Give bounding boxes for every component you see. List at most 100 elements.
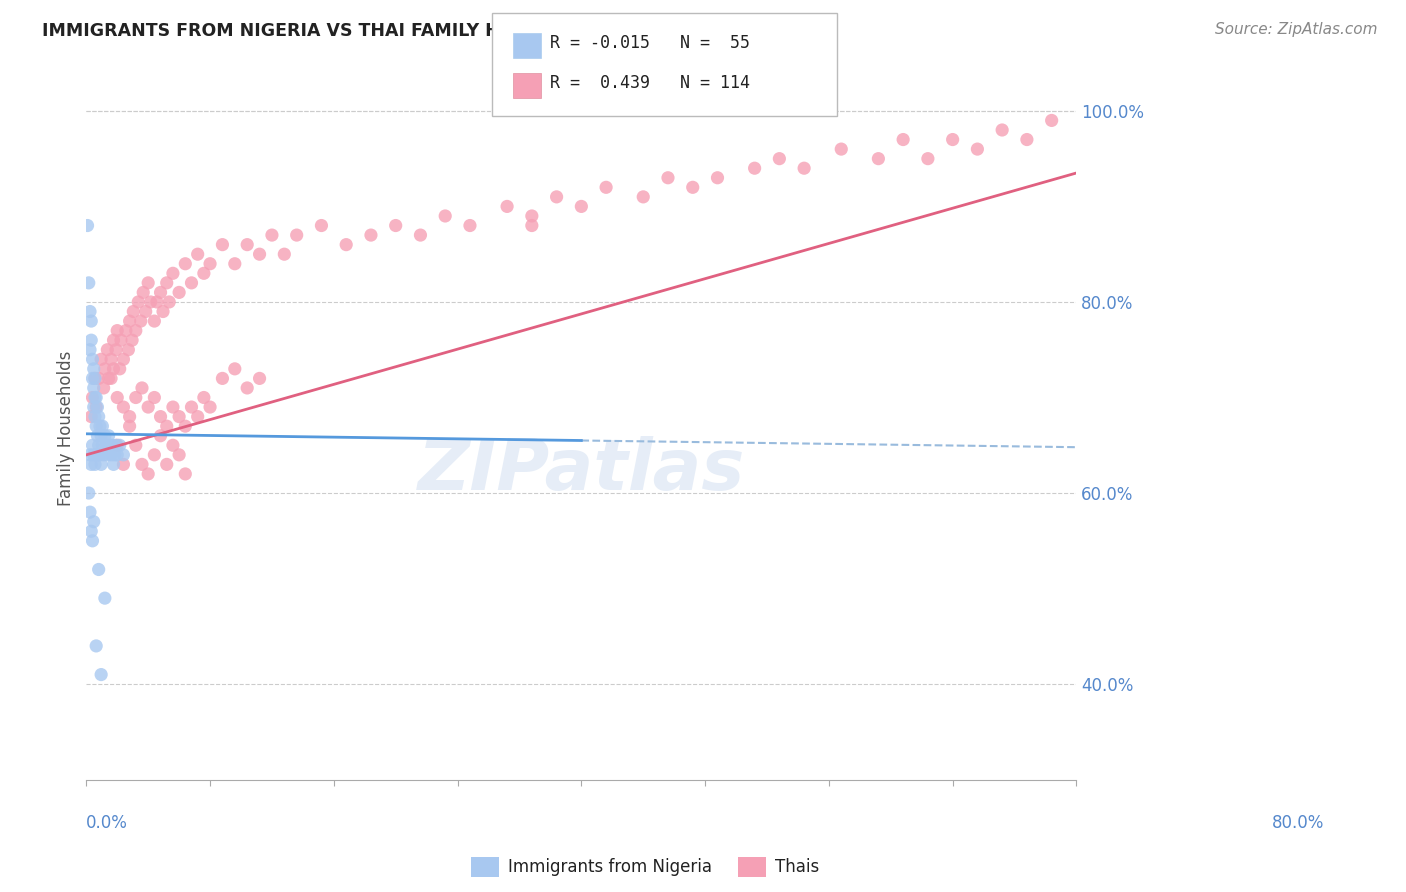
Point	[84, 371, 107, 385]
Point	[103, 458, 125, 472]
Point	[96, 343, 118, 357]
Point	[136, 467, 159, 481]
Point	[335, 237, 357, 252]
Point	[93, 381, 115, 395]
Y-axis label: Family Households: Family Households	[58, 351, 75, 507]
Point	[143, 314, 166, 328]
Point	[152, 304, 174, 318]
Point	[211, 237, 233, 252]
Point	[84, 400, 107, 414]
Point	[131, 381, 153, 395]
Point	[90, 352, 112, 367]
Point	[112, 400, 135, 414]
Point	[89, 448, 111, 462]
Point	[458, 219, 481, 233]
Point	[917, 152, 939, 166]
Point	[273, 247, 295, 261]
Point	[991, 123, 1014, 137]
Point	[82, 438, 104, 452]
Point	[94, 428, 117, 442]
Point	[103, 362, 125, 376]
Point	[174, 419, 197, 434]
Point	[83, 515, 105, 529]
Point	[87, 371, 110, 385]
Point	[149, 428, 172, 442]
Point	[77, 276, 100, 290]
Point	[80, 314, 103, 328]
Point	[84, 419, 107, 434]
Point	[546, 190, 568, 204]
Point	[249, 247, 271, 261]
Text: Source: ZipAtlas.com: Source: ZipAtlas.com	[1215, 22, 1378, 37]
Point	[79, 304, 101, 318]
Point	[91, 419, 114, 434]
Point	[830, 142, 852, 156]
Point	[193, 391, 215, 405]
Point	[82, 533, 104, 548]
Point	[143, 448, 166, 462]
Point	[496, 199, 519, 213]
Point	[744, 161, 766, 176]
Point	[104, 343, 127, 357]
Point	[79, 343, 101, 357]
Point	[84, 391, 107, 405]
Point	[657, 170, 679, 185]
Point	[87, 562, 110, 576]
Point	[236, 381, 259, 395]
Point	[198, 400, 221, 414]
Point	[103, 333, 125, 347]
Point	[108, 438, 131, 452]
Point	[76, 219, 98, 233]
Point	[97, 428, 120, 442]
Point	[180, 276, 202, 290]
Point	[82, 391, 104, 405]
Point	[89, 419, 111, 434]
Text: Immigrants from Nigeria: Immigrants from Nigeria	[508, 858, 711, 876]
Point	[118, 409, 141, 424]
Point	[360, 228, 382, 243]
Point	[86, 428, 108, 442]
Point	[84, 391, 107, 405]
Point	[112, 352, 135, 367]
Point	[122, 304, 145, 318]
Point	[127, 295, 149, 310]
Point	[80, 409, 103, 424]
Point	[149, 285, 172, 300]
Point	[112, 458, 135, 472]
Point	[93, 448, 115, 462]
Point	[91, 438, 114, 452]
Point	[77, 486, 100, 500]
Point	[1040, 113, 1063, 128]
Text: Thais: Thais	[775, 858, 818, 876]
Point	[136, 276, 159, 290]
Point	[80, 458, 103, 472]
Point	[520, 219, 543, 233]
Text: R =  0.439   N = 114: R = 0.439 N = 114	[550, 74, 749, 92]
Point	[131, 458, 153, 472]
Point	[80, 333, 103, 347]
Point	[129, 314, 152, 328]
Point	[101, 438, 124, 452]
Point	[595, 180, 617, 194]
Point	[118, 419, 141, 434]
Point	[94, 362, 117, 376]
Point	[224, 257, 246, 271]
Point	[249, 371, 271, 385]
Point	[236, 237, 259, 252]
Point	[105, 448, 128, 462]
Point	[94, 438, 117, 452]
Point	[311, 219, 333, 233]
Point	[174, 257, 197, 271]
Point	[198, 257, 221, 271]
Point	[682, 180, 704, 194]
Point	[79, 505, 101, 519]
Point	[82, 371, 104, 385]
Point	[409, 228, 432, 243]
Point	[105, 324, 128, 338]
Point	[868, 152, 890, 166]
Point	[83, 381, 105, 395]
Point	[132, 285, 155, 300]
Point	[83, 362, 105, 376]
Point	[631, 190, 654, 204]
Point	[104, 448, 127, 462]
